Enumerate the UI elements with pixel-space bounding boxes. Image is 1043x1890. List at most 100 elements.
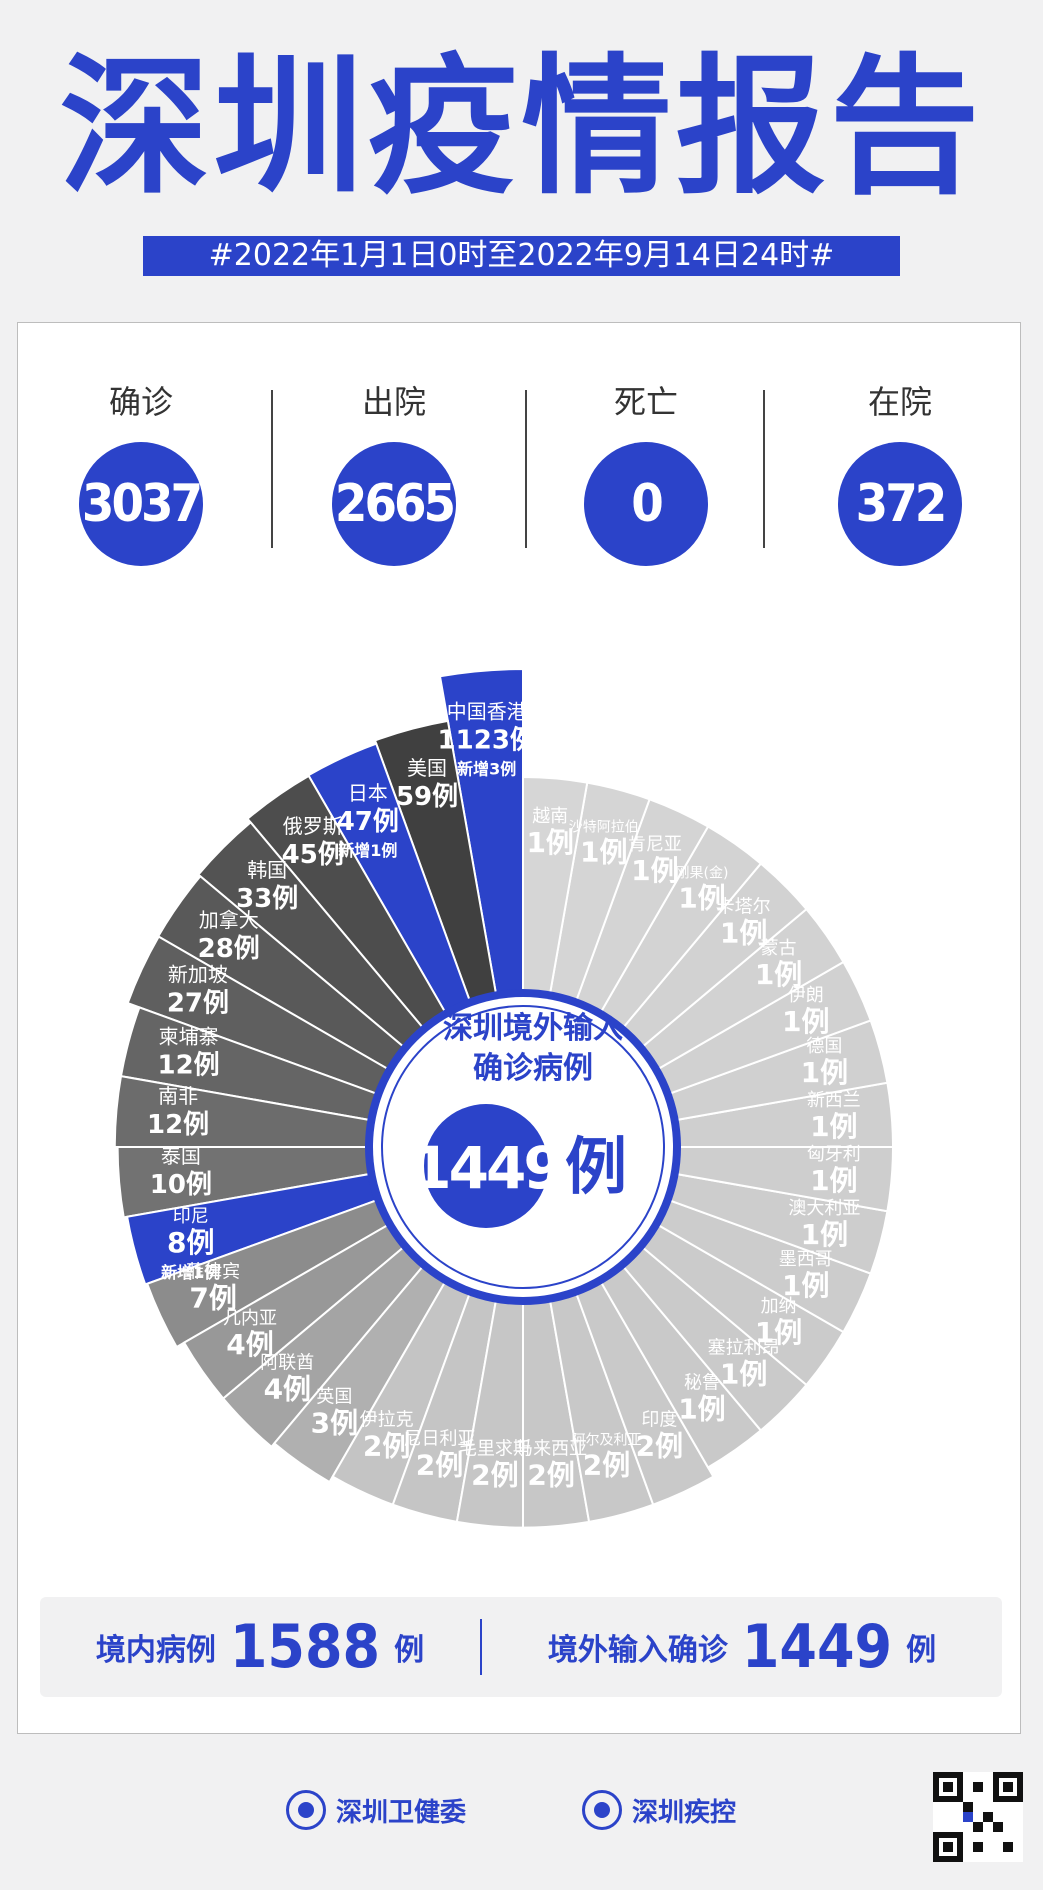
category-label: 卡塔尔 — [717, 896, 771, 917]
annotation-label: 新增3例 — [457, 760, 516, 779]
cdc-logo-icon — [582, 1790, 622, 1830]
category-label: 新加坡 — [168, 962, 228, 986]
stat-hospitalized: 在院 372 — [820, 380, 980, 566]
domestic-label: 境内病例 — [95, 1633, 216, 1668]
org2-name: 深圳疾控 — [632, 1797, 737, 1828]
category-label: 中国香港 — [447, 700, 527, 724]
center-line1: 深圳境外输入 — [443, 1011, 623, 1046]
value-label: 1例 — [631, 854, 678, 887]
value-label: 12例 — [157, 1050, 219, 1080]
category-label: 马来西亚 — [515, 1438, 587, 1459]
value-label: 8例 — [167, 1226, 214, 1259]
category-label: 德国 — [806, 1036, 842, 1057]
stat-value: 3037 — [79, 442, 203, 566]
category-label: 刚果(金) — [675, 865, 728, 881]
value-label: 1例 — [526, 826, 573, 859]
summary-bar: 境内病例 1588 例 境外输入确诊 1449 例 — [40, 1597, 1002, 1697]
imported-summary: 境外输入确诊 1449 例 — [482, 1597, 1002, 1697]
value-label: 1例 — [755, 958, 802, 991]
category-label: 蒙古 — [761, 938, 797, 959]
stat-value: 2665 — [332, 442, 456, 566]
category-label: 菲律宾 — [186, 1262, 240, 1283]
value-label: 59例 — [396, 782, 458, 812]
value-label: 7例 — [189, 1282, 236, 1315]
stat-label: 死亡 — [613, 383, 678, 421]
value-label: 2例 — [363, 1429, 410, 1462]
center-unit: 例 — [565, 1130, 627, 1203]
category-label: 毛里求斯 — [459, 1438, 531, 1459]
value-label: 27例 — [167, 988, 229, 1018]
imported-value: 1449 — [741, 1612, 893, 1682]
annotation-label: 新增1例 — [338, 841, 397, 860]
category-label: 印尼 — [173, 1206, 209, 1227]
value-label: 1例 — [801, 1218, 848, 1251]
category-label: 匈牙利 — [807, 1144, 861, 1165]
category-label: 日本 — [348, 781, 388, 805]
imported-label: 境外输入确诊 — [547, 1633, 728, 1668]
value-label: 1123例 — [438, 726, 536, 756]
footer-org2: 深圳疾控 — [582, 1790, 736, 1830]
stat-value: 0 — [584, 442, 708, 566]
value-label: 10例 — [150, 1170, 212, 1200]
category-label: 加拿大 — [199, 908, 259, 932]
date-range-banner: #2022年1月1日0时至2022年9月14日24时# — [143, 236, 900, 276]
page-title: 深圳疫情报告 — [59, 41, 984, 215]
stat-confirmed: 确诊 3037 — [61, 380, 221, 566]
category-label: 伊朗 — [788, 985, 824, 1006]
stat-value: 372 — [838, 442, 962, 566]
footer-org1: 深圳卫健委 — [286, 1790, 466, 1830]
divider — [763, 390, 765, 548]
category-label: 印度 — [641, 1409, 677, 1430]
category-label: 伊拉克 — [360, 1409, 414, 1430]
center-value-disc — [424, 1104, 548, 1228]
center-line2: 确诊病例 — [473, 1051, 593, 1086]
value-label: 1例 — [810, 1110, 857, 1143]
value-label: 2例 — [583, 1449, 630, 1482]
summary-divider — [480, 1619, 482, 1675]
value-label: 47例 — [337, 807, 399, 837]
value-label: 45例 — [282, 840, 344, 870]
value-label: 2例 — [527, 1458, 574, 1491]
category-label: 沙特阿拉伯 — [569, 820, 639, 836]
org1-name: 深圳卫健委 — [336, 1797, 467, 1828]
category-label: 俄罗斯 — [283, 814, 343, 838]
value-label: 33例 — [236, 884, 298, 914]
annotation-label: 新增1例 — [161, 1263, 220, 1282]
category-label: 越南 — [532, 806, 568, 827]
value-label: 1例 — [720, 916, 767, 949]
category-label: 加纳 — [761, 1296, 797, 1317]
center-badge: 深圳境外输入 确诊病例 1449 例 — [365, 989, 681, 1305]
category-label: 肯尼亚 — [628, 834, 682, 855]
value-label: 2例 — [471, 1458, 518, 1491]
value-label: 2例 — [636, 1429, 683, 1462]
divider — [271, 390, 273, 548]
value-label: 1例 — [720, 1358, 767, 1391]
value-label: 1例 — [580, 836, 627, 869]
center-value: 1449 — [411, 1134, 560, 1202]
stat-label: 确诊 — [108, 383, 173, 421]
value-label: 4例 — [226, 1328, 273, 1361]
category-label: 阿尔及利亚 — [572, 1433, 642, 1449]
category-label: 南非 — [158, 1084, 198, 1108]
value-label: 4例 — [264, 1373, 311, 1406]
imported-unit: 例 — [906, 1633, 937, 1668]
stat-label: 出院 — [361, 383, 426, 421]
value-label: 1例 — [782, 1269, 829, 1302]
value-label: 2例 — [416, 1449, 463, 1482]
value-label: 12例 — [147, 1110, 209, 1140]
value-label: 1例 — [782, 1005, 829, 1038]
value-label: 3例 — [311, 1406, 358, 1439]
value-label: 1例 — [801, 1056, 848, 1089]
divider — [525, 390, 527, 548]
category-label: 柬埔寨 — [159, 1024, 219, 1048]
category-label: 尼日利亚 — [403, 1429, 475, 1450]
category-label: 新西兰 — [807, 1090, 861, 1111]
domestic-value: 1588 — [229, 1612, 381, 1682]
stat-deaths: 死亡 0 — [566, 380, 726, 566]
category-label: 秘鲁 — [684, 1373, 720, 1394]
stat-discharged: 出院 2665 — [314, 380, 474, 566]
value-label: 1例 — [755, 1316, 802, 1349]
category-label: 墨西哥 — [779, 1249, 833, 1270]
category-label: 韩国 — [247, 858, 287, 882]
